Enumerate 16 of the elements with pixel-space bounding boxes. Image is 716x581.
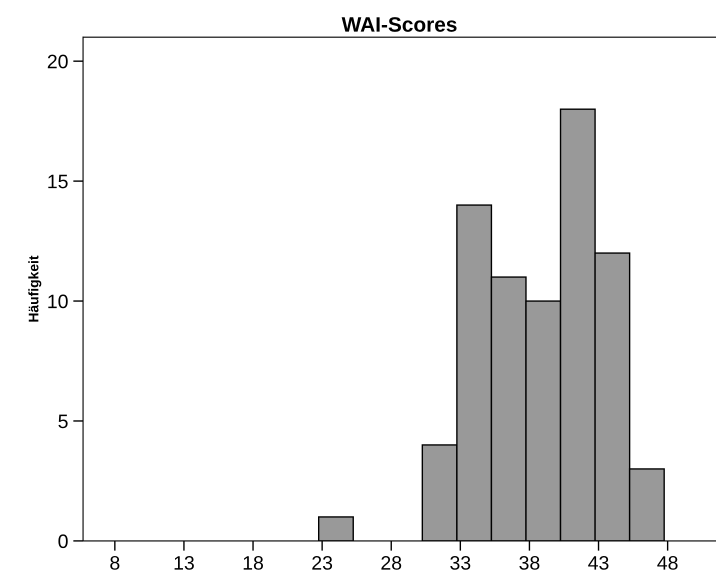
- x-tick-label: 33: [450, 556, 470, 570]
- x-tick-label: 13: [174, 556, 194, 570]
- chart-title: WAI-Scores: [342, 17, 457, 32]
- x-tick-label: 23: [312, 556, 332, 570]
- y-tick-label: 15: [48, 174, 68, 188]
- y-tick-label: 0: [58, 534, 68, 548]
- x-tick-label: 43: [588, 556, 608, 570]
- y-tick-label: 10: [48, 294, 68, 308]
- y-axis-title: Häufigkeit: [28, 256, 42, 322]
- y-tick-label: 5: [58, 414, 68, 428]
- y-tick-label: 20: [48, 54, 68, 68]
- x-tick-label: 48: [657, 556, 678, 570]
- x-tick-label: 18: [244, 556, 264, 570]
- x-tick-label: 28: [381, 556, 402, 570]
- x-tick-label: 38: [519, 556, 540, 570]
- x-tick-label: 8: [110, 556, 120, 570]
